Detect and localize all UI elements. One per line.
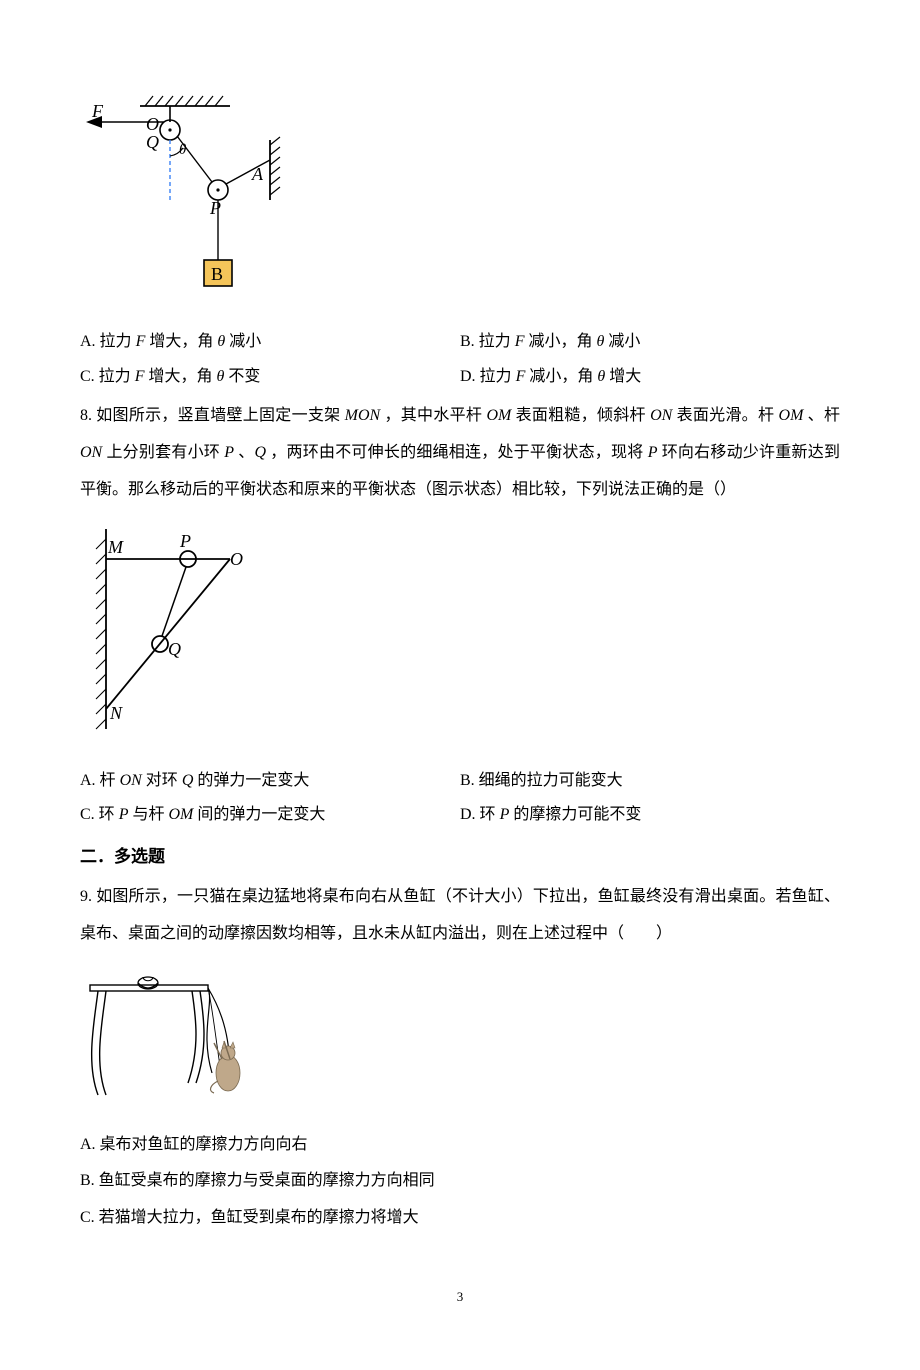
q8-option-A[interactable]: A. 杆 ON 对环 Q 的弹力一定变大 xyxy=(80,766,460,796)
q8-option-B[interactable]: B. 细绳的拉力可能变大 xyxy=(460,766,840,796)
q7-label-Q: Q xyxy=(146,132,159,152)
q9-stem-text: 如图所示，一只猫在桌边猛地将桌布向右从鱼缸（不计大小）下拉出，鱼缸最终没有滑出桌… xyxy=(80,888,840,942)
q8-label-P: P xyxy=(179,531,191,551)
q8-number: 8. xyxy=(80,407,92,424)
q8-option-C[interactable]: C. 环 P 与杆 OM 间的弹力一定变大 xyxy=(80,800,460,830)
q7-label-P: P xyxy=(209,198,221,218)
q8-label-Q: Q xyxy=(168,639,181,659)
q7-option-C[interactable]: C. 拉力 F 增大，角 θ 不变 xyxy=(80,362,460,392)
q7-label-A: A xyxy=(251,164,264,184)
q9-option-A[interactable]: A. 桌布对鱼缸的摩擦力方向向右 xyxy=(80,1130,840,1160)
page-number: 3 xyxy=(80,1285,840,1310)
q8-stem-text: 如图所示，竖直墙壁上固定一支架 MON ，其中水平杆 OM 表面粗糙，倾斜杆 O… xyxy=(80,407,840,498)
q8-label-M: M xyxy=(107,537,124,557)
q8-stem: 8. 如图所示，竖直墙壁上固定一支架 MON ，其中水平杆 OM 表面粗糙，倾斜… xyxy=(80,398,840,508)
q9-stem: 9. 如图所示，一只猫在桌边猛地将桌布向右从鱼缸（不计大小）下拉出，鱼缸最终没有… xyxy=(80,879,840,953)
q9-number: 9. xyxy=(80,888,92,905)
q7-label-F: F xyxy=(91,101,104,121)
section2-heading: 二．多选题 xyxy=(80,841,840,873)
q9-option-C[interactable]: C. 若猫增大拉力，鱼缸受到桌布的摩擦力将增大 xyxy=(80,1203,840,1233)
q7-label-theta: θ xyxy=(179,142,187,158)
q8-figure: M P O Q N xyxy=(80,519,840,750)
q7-label-O: O xyxy=(146,114,159,134)
q9-figure xyxy=(80,963,840,1114)
q7-option-A[interactable]: A. 拉力 F 增大，角 θ 减小 xyxy=(80,327,460,357)
q8-option-D[interactable]: D. 环 P 的摩擦力可能不变 xyxy=(460,800,840,830)
q7-figure: F O Q θ P A B xyxy=(80,90,840,311)
q7-label-B: B xyxy=(211,264,223,284)
q8-label-N: N xyxy=(109,703,123,723)
q7-option-B[interactable]: B. 拉力 F 减小，角 θ 减小 xyxy=(460,327,840,357)
q8-label-O: O xyxy=(230,549,243,569)
q9-option-B[interactable]: B. 鱼缸受桌布的摩擦力与受桌面的摩擦力方向相同 xyxy=(80,1166,840,1196)
q7-option-D[interactable]: D. 拉力 F 减小，角 θ 增大 xyxy=(460,362,840,392)
